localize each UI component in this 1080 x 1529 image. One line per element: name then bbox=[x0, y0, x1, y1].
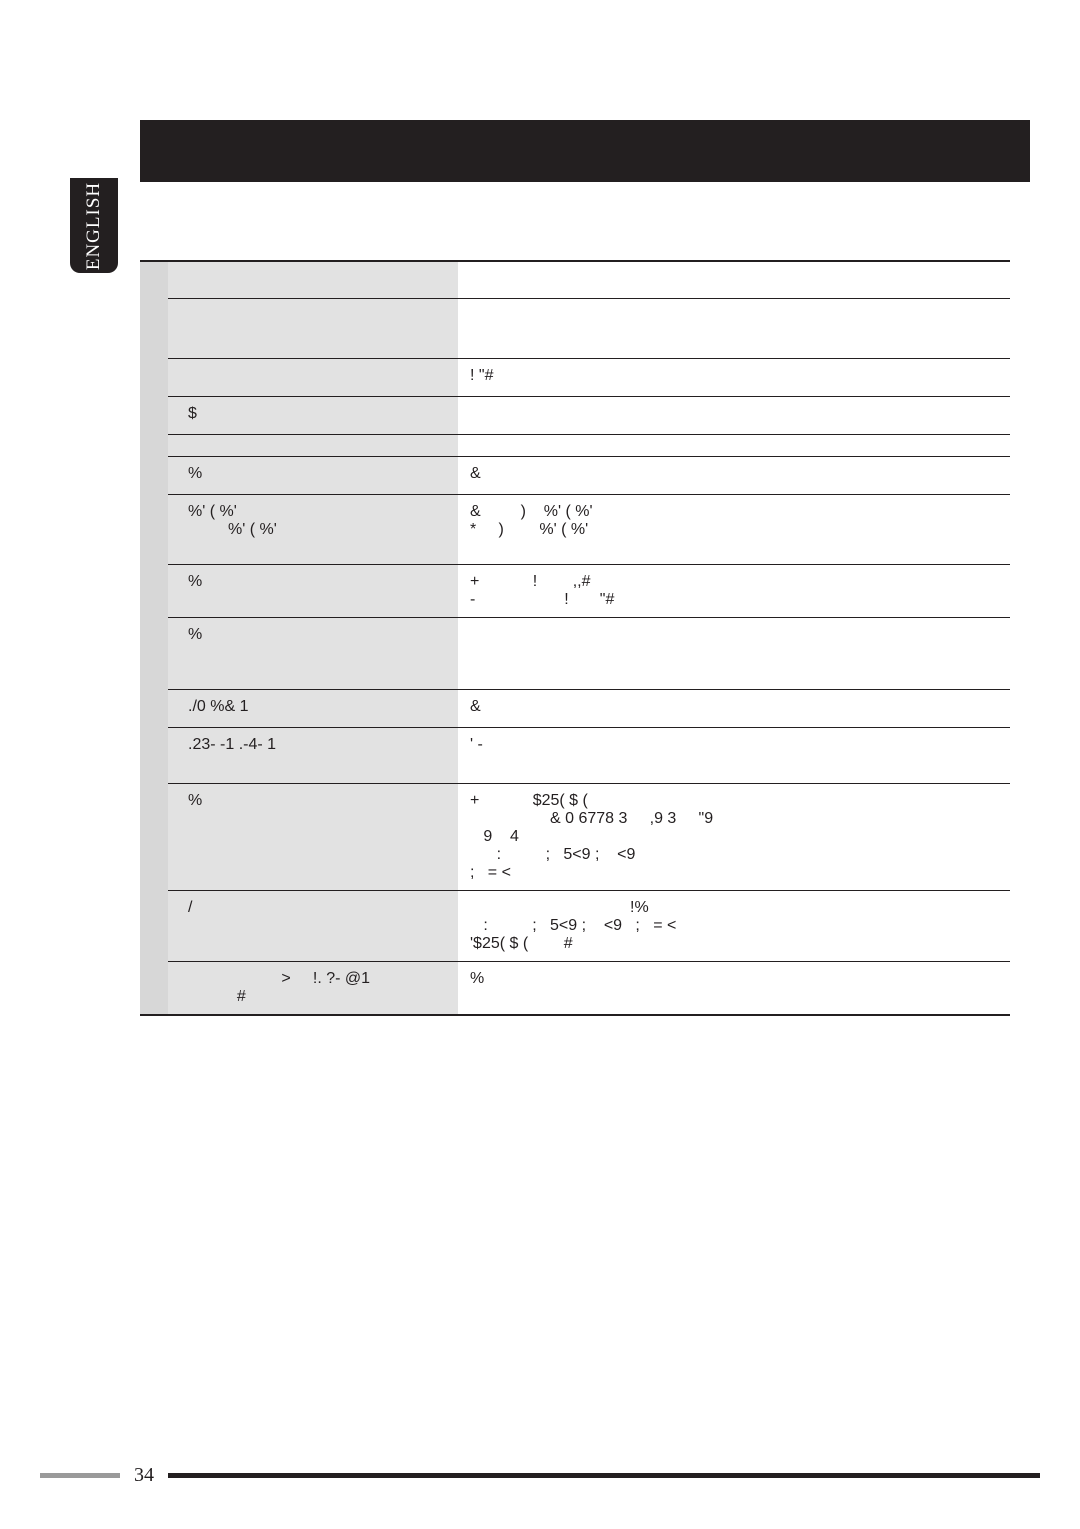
table-gutter bbox=[140, 689, 168, 727]
table-row bbox=[140, 298, 1010, 358]
header-left bbox=[168, 260, 458, 298]
table-row: > !. ?- @1 # % bbox=[140, 961, 1010, 1016]
table-row bbox=[140, 434, 1010, 456]
cell-left: .23- -1 .-4- 1 bbox=[168, 727, 458, 783]
table-gutter bbox=[140, 358, 168, 396]
table-gutter bbox=[140, 298, 168, 358]
cell-right bbox=[458, 396, 1010, 434]
cell-left: > !. ?- @1 # bbox=[168, 961, 458, 1016]
table-row: % + ! ,,# - ! "# bbox=[140, 564, 1010, 617]
footer-line-right bbox=[168, 1473, 1040, 1478]
table-gutter bbox=[140, 783, 168, 890]
table-row: ! "# bbox=[140, 358, 1010, 396]
table-row: .23- -1 .-4- 1 ' - bbox=[140, 727, 1010, 783]
table-header-row bbox=[140, 260, 1010, 298]
header-right bbox=[458, 260, 1010, 298]
table-row: %' ( %' %' ( %' & ) %' ( %' * ) %' ( %' bbox=[140, 494, 1010, 564]
cell-right: ' - bbox=[458, 727, 1010, 783]
table-gutter bbox=[140, 617, 168, 689]
header-bar bbox=[140, 120, 1030, 182]
language-label: ENGLISH bbox=[83, 181, 105, 269]
cell-left: / bbox=[168, 890, 458, 961]
cell-left: $ bbox=[168, 396, 458, 434]
table-gutter bbox=[140, 396, 168, 434]
table-gutter bbox=[140, 456, 168, 494]
table-gutter bbox=[140, 494, 168, 564]
cell-right: !% : ; 5<9 ; <9 ; = < '$25( $ ( # bbox=[458, 890, 1010, 961]
table-gutter bbox=[140, 890, 168, 961]
cell-left: %' ( %' %' ( %' bbox=[168, 494, 458, 564]
table-row: / !% : ; 5<9 ; <9 ; = < '$25( $ ( # bbox=[140, 890, 1010, 961]
table-row: % & bbox=[140, 456, 1010, 494]
page-footer: 34 bbox=[0, 1464, 1080, 1487]
cell-right bbox=[458, 434, 1010, 456]
table-gutter bbox=[140, 434, 168, 456]
cell-right: & bbox=[458, 456, 1010, 494]
language-tab: ENGLISH bbox=[70, 178, 118, 273]
cell-right: % bbox=[458, 961, 1010, 1016]
cell-right: + $25( $ ( & 0 6778 3 ,9 3 "9 9 4 : ; 5<… bbox=[458, 783, 1010, 890]
spec-table: ! "# $ % & %' ( %' %' ( %' & ) %' ( %' *… bbox=[140, 260, 1010, 1016]
cell-left: % bbox=[168, 564, 458, 617]
page-number: 34 bbox=[120, 1464, 168, 1487]
table-gutter bbox=[140, 961, 168, 1016]
cell-left bbox=[168, 358, 458, 396]
cell-right bbox=[458, 617, 1010, 689]
cell-right: & ) %' ( %' * ) %' ( %' bbox=[458, 494, 1010, 564]
table-row: $ bbox=[140, 396, 1010, 434]
cell-left: % bbox=[168, 783, 458, 890]
cell-left: % bbox=[168, 456, 458, 494]
table-row: ./0 %& 1 & bbox=[140, 689, 1010, 727]
cell-left bbox=[168, 434, 458, 456]
table-gutter bbox=[140, 564, 168, 617]
cell-left: % bbox=[168, 617, 458, 689]
cell-right: ! "# bbox=[458, 358, 1010, 396]
cell-left bbox=[168, 298, 458, 358]
cell-right: + ! ,,# - ! "# bbox=[458, 564, 1010, 617]
table-gutter bbox=[140, 260, 168, 298]
cell-right: & bbox=[458, 689, 1010, 727]
table-row: % + $25( $ ( & 0 6778 3 ,9 3 "9 9 4 : ; … bbox=[140, 783, 1010, 890]
table-row: % bbox=[140, 617, 1010, 689]
cell-right bbox=[458, 298, 1010, 358]
cell-left: ./0 %& 1 bbox=[168, 689, 458, 727]
table-gutter bbox=[140, 727, 168, 783]
footer-line-left bbox=[40, 1473, 120, 1478]
